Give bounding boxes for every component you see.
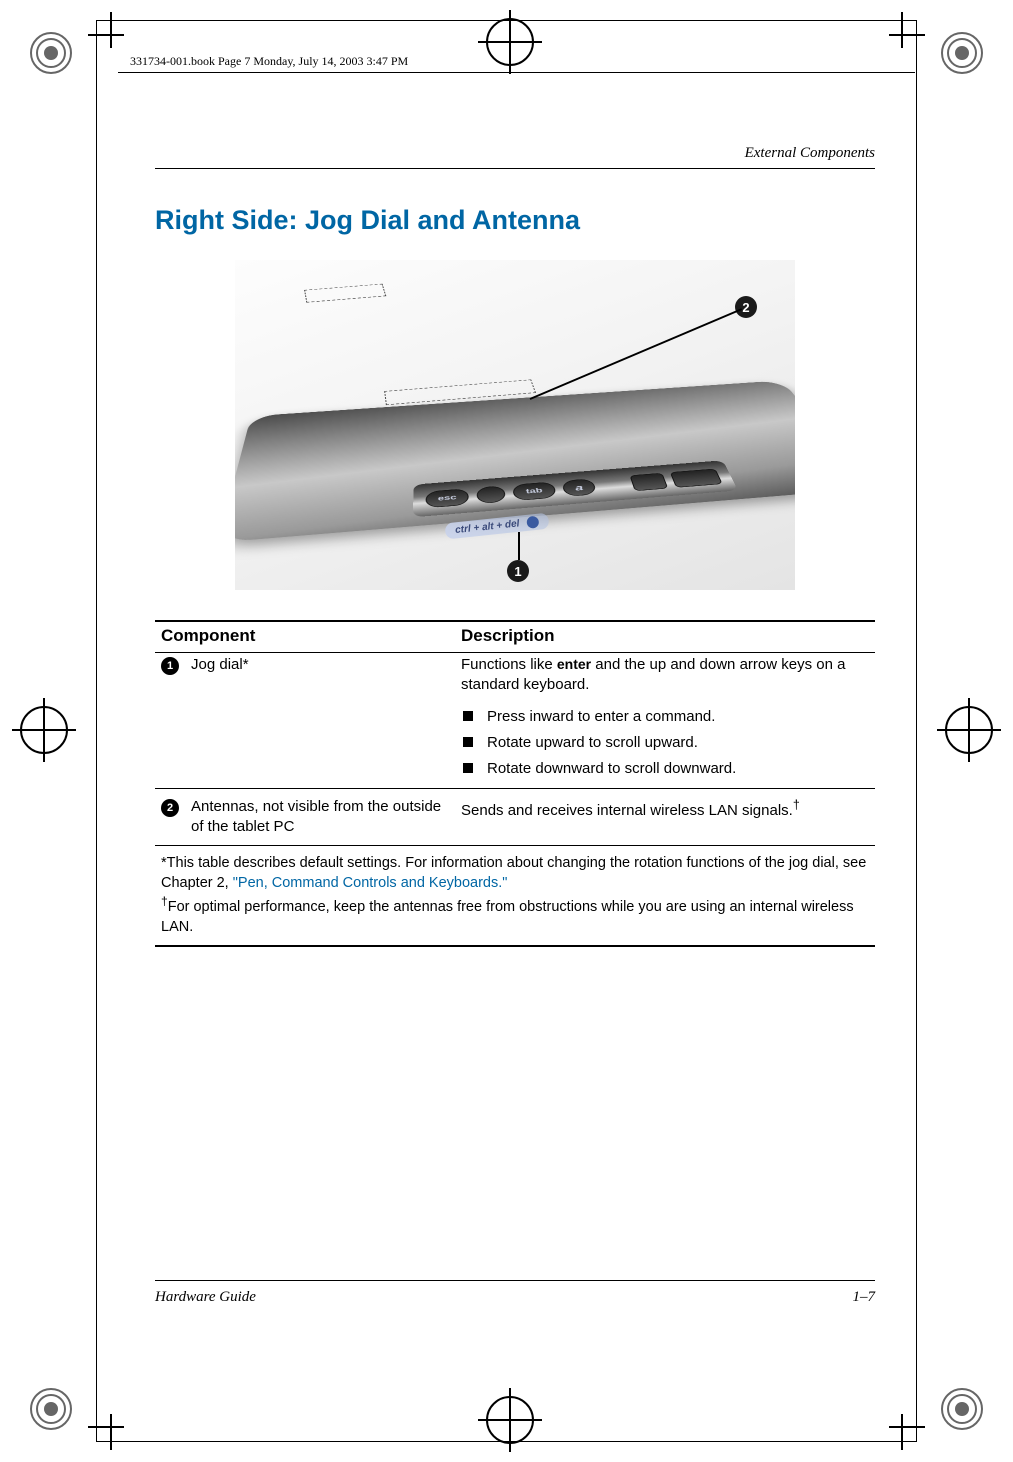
pen-icon	[526, 516, 539, 529]
th-component: Component	[155, 621, 455, 653]
section-title: Right Side: Jog Dial and Antenna	[155, 205, 875, 236]
row1-bullet-3: Rotate downward to scroll downward.	[483, 756, 869, 782]
row2-description: Sends and receives internal wireless LAN…	[455, 788, 875, 846]
crop-tick	[110, 1414, 112, 1450]
crop-tick	[901, 12, 903, 48]
row1-bullet-1: Press inward to enter a command.	[483, 704, 869, 730]
table-footnotes: *This table describes default settings. …	[155, 846, 875, 947]
row1-desc-a: Functions like	[461, 656, 557, 673]
crop-tick	[88, 34, 124, 36]
footnote-dagger: For optimal performance, keep the antenn…	[161, 899, 854, 935]
square-button	[629, 473, 668, 491]
dashed-region	[304, 284, 386, 303]
circled-2: 2	[161, 799, 179, 817]
a-key-label: a	[561, 478, 597, 496]
register-mark-bl	[30, 1388, 72, 1430]
cad-text: ctrl + alt + del	[455, 518, 520, 536]
enter-key-text: enter	[557, 656, 591, 672]
leader-line	[518, 532, 520, 560]
crop-tick	[88, 1426, 124, 1428]
row1-description: Functions like enter and the up and down…	[455, 653, 875, 698]
callout-1: 1	[507, 560, 529, 582]
footnote-link[interactable]: "Pen, Command Controls and Keyboards."	[233, 875, 508, 891]
row1-component: Jog dial*	[185, 653, 455, 698]
row2-num: 2	[155, 788, 185, 846]
register-mark-br	[941, 1388, 983, 1430]
running-head: External Components	[155, 145, 875, 169]
crop-tick	[901, 1414, 903, 1450]
crop-tick	[889, 1426, 925, 1428]
row1-bullets-cell: Press inward to enter a command. Rotate …	[455, 698, 875, 785]
row2-component: Antennas, not visible from the outside o…	[185, 788, 455, 846]
row1-num: 1	[155, 653, 185, 698]
crop-tick	[110, 12, 112, 48]
header-rule	[118, 72, 915, 73]
footnote-dagger-sym: †	[161, 894, 168, 908]
row1-bullet-2: Rotate upward to scroll upward.	[483, 730, 869, 756]
footer-left: Hardware Guide	[155, 1289, 256, 1306]
row2-dagger: †	[793, 798, 800, 812]
page-content: External Components Right Side: Jog Dial…	[155, 145, 875, 947]
register-mark-tr	[941, 32, 983, 74]
page-footer: Hardware Guide 1–7	[155, 1280, 875, 1306]
jog-dial-graphic	[476, 485, 506, 504]
print-header-text: 331734-001.book Page 7 Monday, July 14, …	[130, 54, 408, 69]
crop-tick	[889, 34, 925, 36]
callout-2: 2	[735, 296, 757, 318]
square-button	[670, 468, 723, 487]
row2-desc: Sends and receives internal wireless LAN…	[461, 802, 793, 819]
row1-bullet-list: Press inward to enter a command. Rotate …	[461, 704, 869, 783]
th-description: Description	[455, 621, 875, 653]
leader-anchor	[735, 307, 737, 309]
cross-mark-left	[20, 706, 68, 754]
register-mark-tl	[30, 32, 72, 74]
esc-key-label: esc	[426, 488, 470, 508]
component-table: Component Description 1 Jog dial* Functi…	[155, 620, 875, 947]
circled-1: 1	[161, 657, 179, 675]
cross-mark-right	[945, 706, 993, 754]
tab-key-label: tab	[512, 481, 557, 500]
footer-right: 1–7	[853, 1289, 876, 1306]
product-figure: esc tab a ctrl + alt + del 1 2	[235, 260, 795, 590]
